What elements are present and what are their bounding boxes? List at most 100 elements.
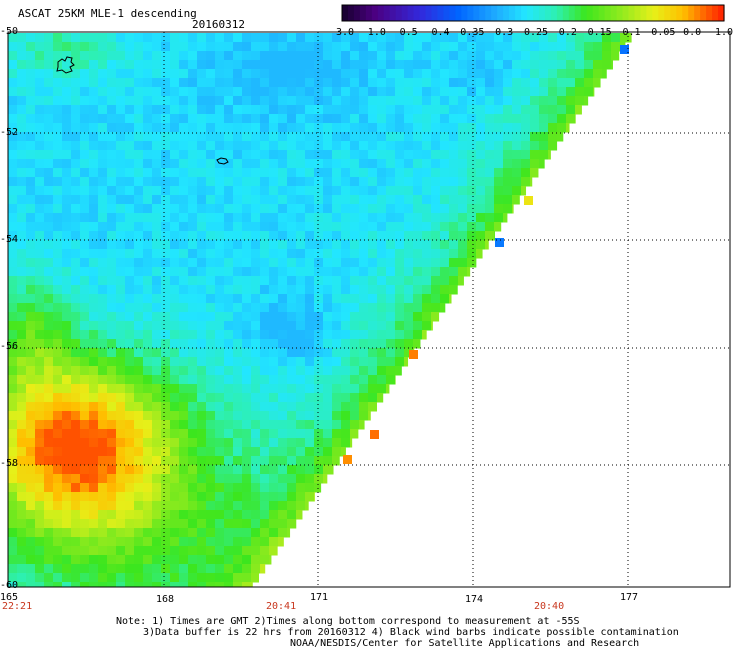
- swath-cell: [206, 429, 216, 439]
- swath-cell: [413, 222, 423, 232]
- swath-cell: [323, 267, 333, 277]
- swath-cell: [197, 33, 207, 43]
- lon-label: 177: [620, 592, 639, 603]
- swath-cell: [404, 267, 414, 277]
- swath-cell: [8, 42, 18, 52]
- swath-cell: [170, 483, 180, 493]
- swath-cell: [35, 195, 45, 205]
- swath-cell: [359, 168, 369, 178]
- colorbar-segment: [640, 5, 648, 21]
- swath-cell: [17, 375, 27, 385]
- swath-cell: [224, 33, 234, 43]
- swath-cell: [125, 312, 135, 322]
- swath-cell: [188, 33, 198, 43]
- swath-cell: [395, 114, 405, 124]
- swath-cell: [449, 294, 452, 304]
- swath-cell: [305, 438, 315, 448]
- swath-cell: [449, 42, 459, 52]
- swath-cell: [449, 240, 459, 250]
- swath-cell: [17, 87, 27, 97]
- swath-cell: [305, 204, 315, 214]
- swath-cell: [35, 123, 45, 133]
- swath-cell: [98, 312, 108, 322]
- swath-cell: [143, 204, 153, 214]
- swath-cell: [26, 60, 36, 70]
- swath-cell: [224, 528, 234, 538]
- swath-cell: [98, 60, 108, 70]
- swath-cell: [62, 42, 72, 52]
- swath-cell: [278, 420, 288, 430]
- swath-cell: [53, 285, 63, 295]
- swath-cell: [107, 168, 117, 178]
- swath-cell: [170, 195, 180, 205]
- swath-cell: [71, 195, 81, 205]
- swath-cell: [143, 60, 153, 70]
- swath-cell: [368, 96, 378, 106]
- swath-cell: [494, 168, 504, 178]
- swath-cell: [530, 141, 540, 151]
- swath-cell: [206, 564, 216, 574]
- swath-cell: [521, 51, 531, 61]
- swath-cell: [539, 87, 549, 97]
- swath-cell: [89, 267, 99, 277]
- swath-cell: [557, 132, 564, 142]
- swath-cell: [89, 177, 99, 187]
- swath-cell: [485, 150, 495, 160]
- swath-cell: [539, 150, 549, 160]
- swath-cell: [53, 456, 63, 466]
- swath-cell: [170, 411, 180, 421]
- swath-cell: [170, 447, 180, 457]
- swath-cell: [44, 546, 54, 556]
- swath-cell: [377, 195, 387, 205]
- swath-cell: [35, 60, 45, 70]
- swath-cell: [179, 60, 189, 70]
- swath-cell: [395, 42, 405, 52]
- swath-cell: [431, 123, 441, 133]
- swath-cell: [98, 51, 108, 61]
- swath-cell: [296, 96, 306, 106]
- swath-cell: [179, 159, 189, 169]
- swath-cell: [395, 249, 405, 259]
- swath-cell: [377, 168, 387, 178]
- swath-cell: [35, 276, 45, 286]
- swath-cell: [350, 213, 360, 223]
- swath-cell: [260, 555, 270, 565]
- swath-cell: [134, 132, 144, 142]
- swath-cell: [143, 132, 153, 142]
- swath-cell: [332, 393, 342, 403]
- swath-cell: [8, 33, 18, 43]
- swath-cell: [278, 501, 288, 511]
- colorbar-label: -0.1: [616, 27, 641, 38]
- swath-cell: [332, 258, 342, 268]
- swath-cell: [107, 87, 117, 97]
- swath-cell: [233, 483, 243, 493]
- swath-cell: [125, 438, 135, 448]
- swath-cell: [143, 195, 153, 205]
- swath-cell: [422, 177, 432, 187]
- swath-cell: [233, 240, 243, 250]
- swath-cell: [305, 159, 315, 169]
- swath-cell: [152, 474, 162, 484]
- swath-cell: [44, 519, 54, 529]
- swath-cell: [188, 447, 198, 457]
- swath-cell: [134, 96, 144, 106]
- swath-cell: [287, 276, 297, 286]
- swath-cell: [287, 411, 297, 421]
- swath-cell: [80, 519, 90, 529]
- swath-cell: [242, 222, 252, 232]
- swath-cell: [467, 222, 477, 232]
- swath-cell: [197, 132, 207, 142]
- colorbar-segment: [676, 5, 683, 21]
- swath-cell: [332, 222, 342, 232]
- swath-cell: [116, 213, 126, 223]
- swath-cell: [260, 78, 270, 88]
- swath-cell: [431, 177, 441, 187]
- swath-cell: [188, 195, 198, 205]
- swath-cell: [476, 231, 486, 241]
- swath-cell: [242, 321, 252, 331]
- swath-cell: [8, 546, 18, 556]
- swath-cell: [386, 186, 396, 196]
- swath-cell: [449, 33, 459, 43]
- swath-cell: [134, 177, 144, 187]
- swath-cell: [341, 285, 351, 295]
